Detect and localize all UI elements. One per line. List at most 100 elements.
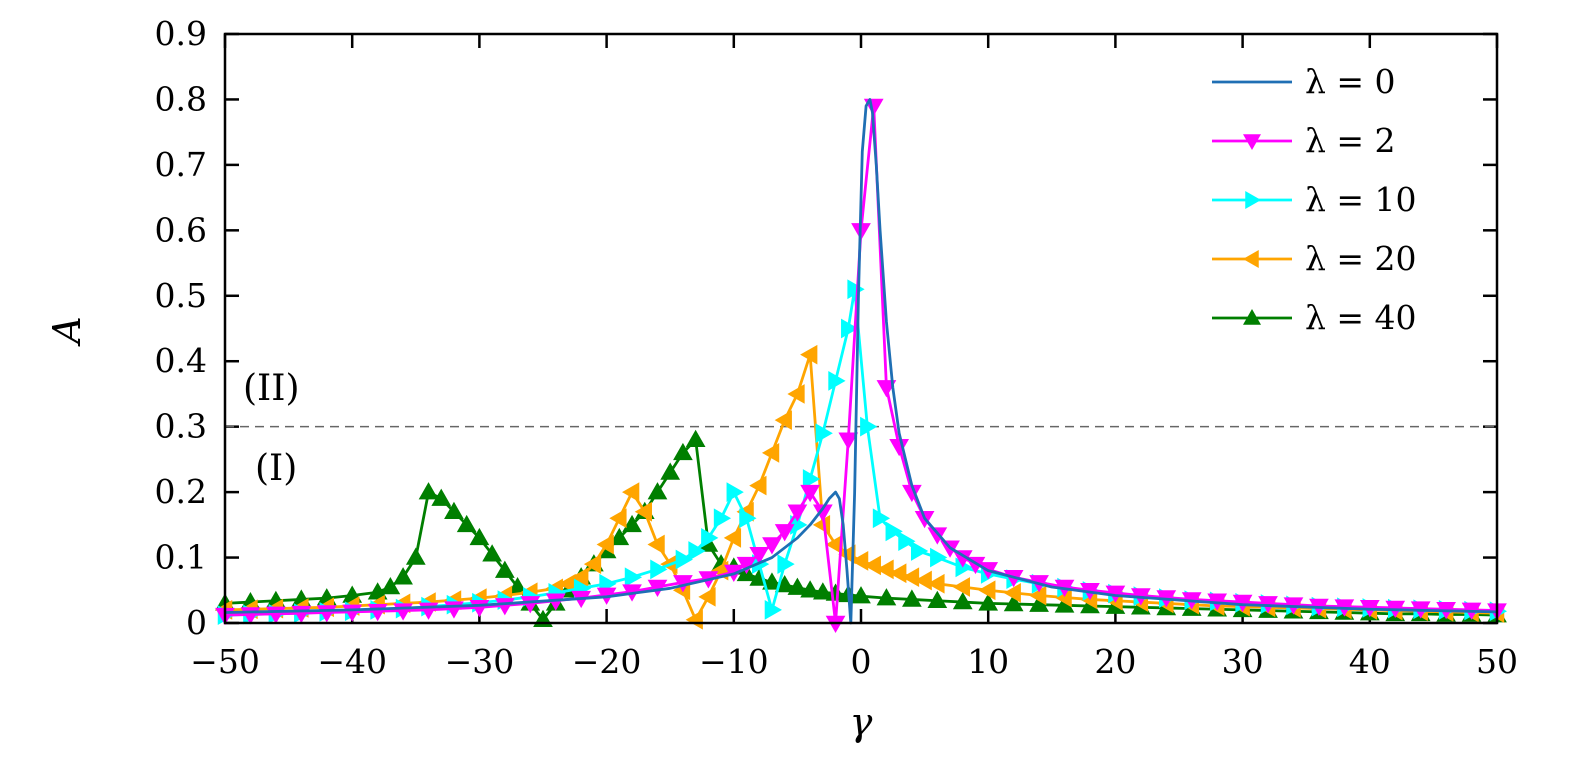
y-tick-label: 0.6: [155, 210, 207, 249]
axis-ticks: −50 −40 −30 −20 −10 0 10 20 30 40 50 0 0.1 0.2 0.3 0.4 0…: [155, 14, 1518, 681]
data-point: [761, 442, 780, 463]
data-point: [749, 547, 770, 565]
data-point: [726, 482, 744, 502]
data-point: [622, 514, 642, 533]
data-point: [902, 589, 922, 607]
data-point: [634, 501, 653, 522]
legend: λ = 0 λ = 2 λ = 10 λ = 20 λ = 40: [1212, 62, 1417, 337]
data-point: [764, 600, 782, 620]
data-point: [800, 344, 818, 365]
data-point: [456, 514, 477, 533]
data-point: [841, 318, 859, 339]
data-point: [914, 570, 932, 591]
x-tick-label: 10: [967, 642, 1009, 681]
x-tick-label: −30: [445, 642, 515, 681]
legend-marker: [1245, 191, 1261, 209]
legend-label: λ = 10: [1305, 180, 1417, 219]
data-point: [889, 563, 907, 584]
data-point: [583, 554, 602, 574]
legend-marker: [1243, 309, 1261, 325]
data-point: [815, 423, 833, 444]
plot-frame: [223, 32, 1499, 625]
legend-entry: λ = 20: [1212, 239, 1417, 278]
data-point: [850, 550, 869, 571]
data-point: [482, 544, 502, 562]
data-point: [647, 534, 665, 555]
data-point: [418, 482, 439, 500]
y-tick-label: 0.8: [155, 79, 207, 118]
legend-label: λ = 0: [1305, 62, 1396, 101]
data-point: [901, 567, 920, 588]
data-point: [787, 577, 808, 595]
data-point: [885, 521, 903, 542]
data-point: [876, 559, 894, 580]
y-tick-label: 0.9: [155, 14, 207, 53]
legend-label: λ = 20: [1305, 239, 1417, 278]
y-tick-label: 0.7: [155, 145, 207, 184]
data-point: [927, 590, 948, 608]
data-point: [647, 482, 668, 500]
data-point: [685, 609, 703, 630]
series-0: [224, 98, 1498, 625]
data-point: [777, 554, 795, 574]
legend-label: λ = 40: [1305, 298, 1417, 337]
data-point: [802, 469, 821, 489]
x-axis-label: γ: [850, 700, 873, 744]
x-tick-label: 20: [1094, 642, 1136, 681]
data-point: [838, 432, 859, 450]
data-point: [673, 442, 693, 461]
x-tick-label: −10: [699, 642, 769, 681]
legend-entry: λ = 10: [1212, 180, 1417, 219]
data-point: [898, 531, 916, 552]
data-point: [494, 560, 515, 578]
data-point: [380, 576, 401, 595]
data-point: [978, 580, 996, 601]
y-tick-label: 0.2: [155, 472, 207, 511]
data-point: [1029, 585, 1047, 606]
x-tick-label: 40: [1349, 642, 1391, 681]
data-point: [444, 501, 464, 519]
legend-label: λ = 2: [1305, 121, 1396, 160]
data-point: [851, 586, 871, 604]
x-tick-label: 0: [851, 642, 872, 681]
data-point: [774, 524, 795, 542]
x-tick-label: −20: [572, 642, 642, 681]
y-tick-label: 0.1: [155, 538, 207, 577]
data-point: [876, 380, 897, 398]
annotation-region-I: (I): [255, 448, 297, 489]
data-point: [713, 508, 732, 529]
legend-entry: λ = 40: [1212, 298, 1417, 337]
y-tick-label: 0: [186, 603, 207, 642]
data-point: [393, 567, 413, 585]
data-point: [876, 588, 897, 606]
data-point: [698, 586, 716, 607]
data-point: [927, 527, 948, 545]
series-3: [214, 344, 1505, 630]
y-tick-label: 0.3: [155, 407, 207, 446]
data-point: [978, 593, 999, 611]
x-tick-label: −40: [317, 642, 387, 681]
legend-marker: [1243, 250, 1259, 268]
data-point: [787, 504, 808, 522]
data-point: [624, 567, 643, 588]
data-point: [1003, 594, 1024, 612]
data-point: [812, 582, 833, 600]
data-point: [749, 475, 767, 496]
data-point: [800, 580, 820, 598]
data-point: [1003, 583, 1021, 603]
legend-entry: λ = 2: [1212, 121, 1396, 160]
data-point: [739, 508, 757, 529]
data-point: [774, 410, 792, 430]
data-point: [927, 573, 945, 594]
data-point: [930, 547, 948, 568]
data-point: [952, 577, 971, 597]
data-point: [889, 439, 910, 457]
data-point: [762, 537, 782, 555]
data-point: [660, 462, 681, 480]
data-point: [762, 572, 782, 590]
series-line: [224, 353, 1498, 622]
x-tick-label: 30: [1222, 642, 1264, 681]
data-point: [952, 592, 973, 610]
x-tick-label: 50: [1476, 642, 1518, 681]
